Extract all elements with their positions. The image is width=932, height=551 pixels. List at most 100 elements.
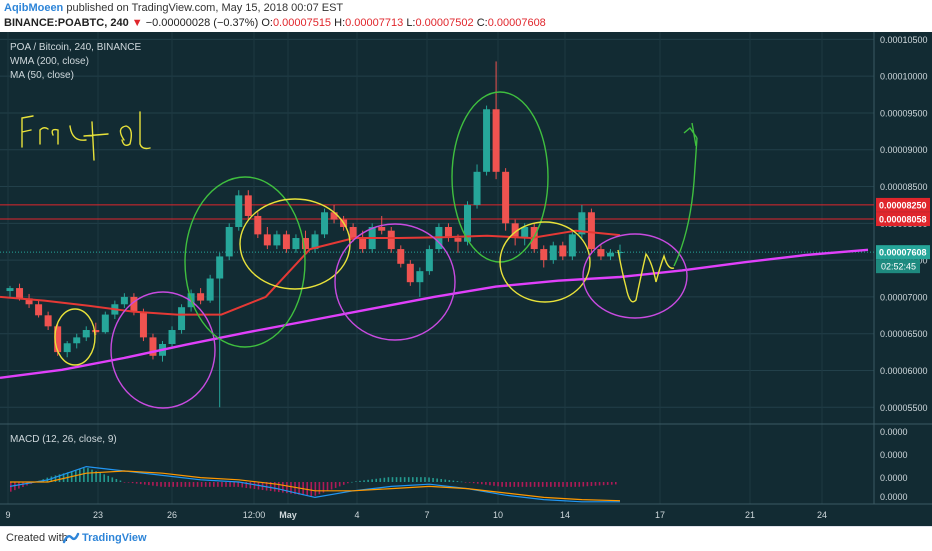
handwriting-fractal <box>21 111 151 161</box>
time-tick-label: 23 <box>93 510 103 520</box>
candle-body <box>606 252 614 257</box>
macd-histogram-bar <box>615 482 617 485</box>
macd-histogram-bar <box>472 482 475 484</box>
candle-body <box>44 315 52 327</box>
moving-averages <box>0 229 869 379</box>
macd-histogram-bar <box>566 482 568 487</box>
candle <box>521 223 529 246</box>
macd-histogram-bar <box>456 481 459 482</box>
candle <box>6 285 14 297</box>
macd-histogram-bar <box>290 482 292 494</box>
macd-histogram-bar <box>334 482 337 488</box>
publish-header: AqibMoeen published on TradingView.com, … <box>0 0 932 32</box>
time-tick-label: 21 <box>745 510 755 520</box>
wma-legend: WMA (200, close) <box>10 56 89 67</box>
magenta-circle <box>582 233 688 319</box>
macd-histogram-bar <box>330 482 333 490</box>
candle-body <box>139 311 147 338</box>
candle <box>483 105 491 176</box>
macd-histogram-bar <box>610 482 613 485</box>
macd-histogram-bar <box>196 482 199 487</box>
macd-histogram-bar <box>156 482 158 487</box>
macd-histogram-bar <box>253 482 256 489</box>
magenta-circle <box>110 291 216 409</box>
candle <box>359 230 367 253</box>
candle <box>464 201 471 246</box>
macd-histogram-bar <box>282 482 284 493</box>
macd-histogram-bar <box>485 482 487 485</box>
chart-canvas[interactable]: 0.00010500 0.00010000 0.00009500 0.00009000… <box>0 32 932 526</box>
candle-body <box>406 263 414 283</box>
candle <box>63 341 71 358</box>
candle-body <box>502 171 510 224</box>
macd-tick-label: 0.0000 <box>880 427 908 437</box>
tradingview-brand-link[interactable]: TradingView <box>82 532 147 544</box>
macd-histogram-bar <box>221 482 223 487</box>
candle <box>606 249 614 261</box>
macd-histogram-bar <box>448 480 451 482</box>
macd-histogram-bar <box>493 482 495 486</box>
level-high-badge: 0.00008250 <box>879 200 927 210</box>
macd-histogram-bar <box>359 480 361 482</box>
close-value: 0.00007608 <box>487 17 546 29</box>
macd-histogram-bar <box>395 477 398 482</box>
candle <box>92 322 100 336</box>
macd-histogram-bar <box>148 482 150 486</box>
macd-histogram-bar <box>586 482 589 487</box>
macd-histogram-bar <box>558 482 560 487</box>
macd-histogram-bar <box>241 482 244 488</box>
projection-squiggle <box>617 249 675 303</box>
candle-body <box>82 330 90 338</box>
countdown-badge: 02:52:45 <box>881 262 916 272</box>
price-tick-label: 0.00009000 <box>880 145 928 155</box>
author-link[interactable]: AqibMoeen <box>4 2 64 14</box>
macd-histogram-bar <box>225 482 227 487</box>
footer: Created with TradingView <box>0 526 932 551</box>
macd-histogram-bar <box>550 482 552 487</box>
macd-histogram-bar <box>407 477 410 482</box>
projection-arrow-line <box>673 137 698 267</box>
macd-histogram-bar <box>464 482 467 483</box>
time-tick-label: 4 <box>354 510 359 520</box>
macd-histogram-bar <box>533 482 536 487</box>
macd-histogram-bar <box>391 477 394 482</box>
candle-body <box>6 288 14 292</box>
green-circle <box>184 176 306 348</box>
macd-histogram-bar <box>269 482 272 492</box>
macd-histogram-bar <box>452 480 455 482</box>
macd-histogram-bar <box>164 482 166 487</box>
macd-histogram-bar <box>537 482 540 487</box>
candle <box>244 190 252 220</box>
close-label: C: <box>476 17 488 29</box>
macd-histogram-bar <box>143 482 146 485</box>
down-arrow-icon: ▼ <box>131 17 143 29</box>
macd-histogram-bar <box>578 482 581 487</box>
candle <box>473 164 481 209</box>
candle-body <box>321 212 329 235</box>
pair-legend: POA / Bitcoin, 240, BINANCE <box>10 42 142 53</box>
macd-histogram-bar <box>342 482 345 485</box>
macd-histogram-bar <box>115 478 118 482</box>
macd-histogram-bar <box>521 482 524 487</box>
level-low-badge-bg <box>876 212 930 227</box>
time-tick-label: 26 <box>167 510 177 520</box>
macd-histogram-bar <box>363 480 365 482</box>
candle <box>168 326 176 349</box>
macd-histogram-bar <box>476 482 479 484</box>
candle <box>549 241 557 264</box>
macd-histogram-bar <box>554 482 556 487</box>
macd-panel <box>9 465 621 503</box>
candle-body <box>444 227 452 239</box>
hand-drawings <box>21 91 698 409</box>
macd-histogram-bar <box>273 482 276 492</box>
candle <box>406 260 414 286</box>
macd-histogram-bar <box>375 478 378 482</box>
macd-histogram-bar <box>411 477 414 482</box>
macd-histogram-bar <box>428 477 430 482</box>
chart-area[interactable]: 0.00010500 0.00010000 0.00009500 0.00009000… <box>0 32 932 526</box>
candle <box>597 245 605 261</box>
candle-body <box>225 227 233 257</box>
symbol-label: BINANCE:POABTC, 240 <box>4 17 129 29</box>
macd-histogram-bar <box>379 478 382 482</box>
candle-body <box>16 288 24 299</box>
